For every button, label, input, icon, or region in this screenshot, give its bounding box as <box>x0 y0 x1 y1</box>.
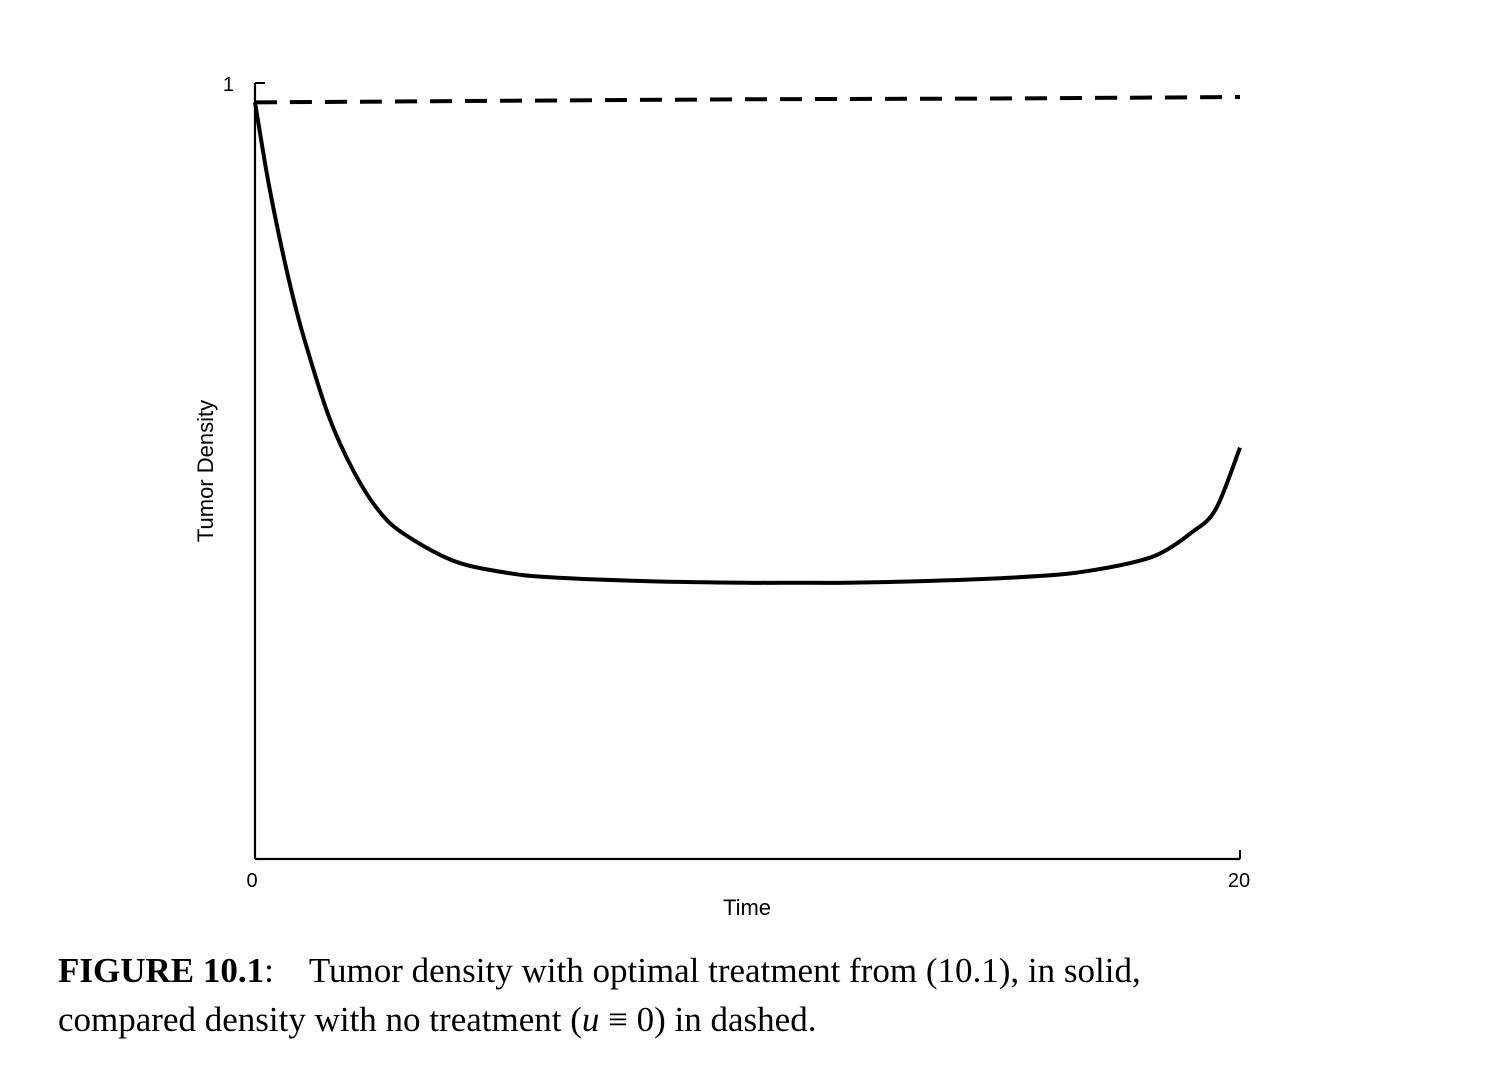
caption-text-line-1: Tumor density with optimal treatment fro… <box>308 951 1141 990</box>
caption-math-variable: u <box>581 1000 600 1039</box>
y-tick-label-1: 1 <box>223 74 234 96</box>
caption-line-1: FIGURE 10.1: Tumor density with optimal … <box>58 946 1458 995</box>
y-axis-title: Tumor Density <box>193 400 218 542</box>
figure-label: FIGURE 10.1 <box>58 951 265 990</box>
caption-math-rest: ≡ 0 <box>599 1000 655 1039</box>
x-axis-title: Time <box>723 895 771 920</box>
x-tick-label-0: 0 <box>246 870 257 892</box>
caption-colon: : <box>264 951 274 990</box>
series-no-treatment-line <box>254 95 1241 105</box>
caption-line-2: compared density with no treatment (u ≡ … <box>58 995 1458 1044</box>
series-layer <box>253 95 1242 585</box>
axes <box>253 82 1241 861</box>
series-optimal-treatment-line <box>253 102 1242 585</box>
chart: 1 0 20 Time Tumor Density <box>193 74 1250 920</box>
x-tick-label-20: 20 <box>1228 870 1250 892</box>
figure-caption: FIGURE 10.1: Tumor density with optimal … <box>58 946 1458 1044</box>
caption-text-line-2b: ) in dashed. <box>654 1000 817 1039</box>
caption-text-line-2a: compared density with no treatment ( <box>58 1000 582 1039</box>
